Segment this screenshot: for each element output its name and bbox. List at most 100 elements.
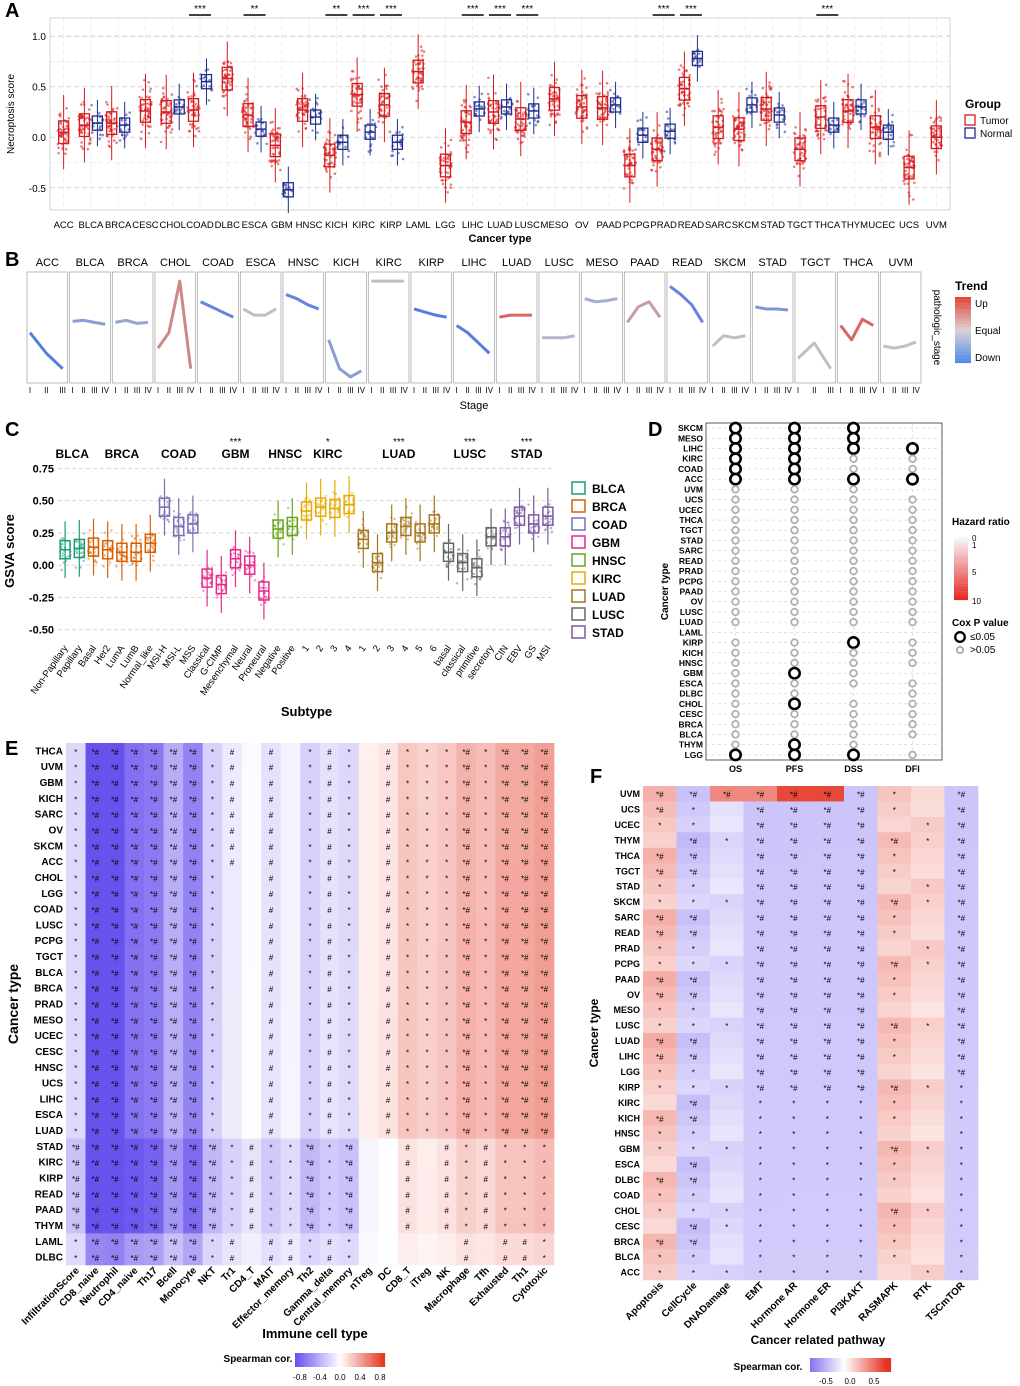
jitter-point bbox=[586, 126, 589, 129]
stage-tick-label: II bbox=[636, 386, 640, 395]
colorbar-segment bbox=[955, 345, 971, 347]
cell-annotation: *# bbox=[540, 843, 548, 852]
facet-label: COAD bbox=[202, 257, 234, 269]
stage-tick-label: II bbox=[124, 386, 128, 395]
cell-annotation: * bbox=[308, 906, 311, 915]
jitter-point bbox=[634, 148, 637, 151]
stage-tick-label: IV bbox=[486, 386, 494, 395]
cell-annotation: * bbox=[484, 1128, 487, 1137]
cell-annotation: # bbox=[386, 938, 391, 947]
cell-annotation: * bbox=[74, 1017, 77, 1026]
jitter-point bbox=[410, 512, 412, 514]
jitter-point bbox=[401, 126, 404, 129]
jitter-point bbox=[487, 76, 490, 79]
significance-label: * bbox=[326, 437, 330, 448]
legend-swatch bbox=[965, 128, 975, 138]
jitter-point bbox=[734, 142, 737, 145]
stage-tick-label: II bbox=[167, 386, 171, 395]
jitter-point bbox=[88, 108, 91, 111]
group-label: STAD bbox=[511, 447, 543, 461]
colorbar-segment bbox=[954, 543, 968, 545]
jitter-point bbox=[552, 92, 555, 95]
jitter-point bbox=[380, 563, 382, 565]
cell-annotation: * bbox=[74, 938, 77, 947]
heatmap-cell bbox=[359, 885, 379, 901]
x-tick-label: KIRC bbox=[352, 220, 375, 231]
cell-annotation: * bbox=[211, 780, 214, 789]
jitter-point bbox=[317, 503, 319, 505]
jitter-point bbox=[801, 162, 804, 165]
jitter-point bbox=[430, 529, 432, 531]
row-label: COAD bbox=[34, 905, 63, 916]
y-tick-label: KICH bbox=[682, 648, 703, 658]
colorbar-tick-label: 10 bbox=[972, 597, 981, 606]
cell-annotation: * bbox=[484, 890, 487, 899]
cell-annotation: *# bbox=[501, 1080, 509, 1089]
heatmap-cell bbox=[359, 1044, 379, 1060]
cell-annotation: # bbox=[483, 1159, 488, 1168]
cell-annotation: * bbox=[523, 1207, 526, 1216]
heatmap-cell bbox=[359, 775, 379, 791]
jitter-point bbox=[271, 140, 274, 143]
cell-annotation: # bbox=[386, 795, 391, 804]
dot-nonsignificant bbox=[732, 731, 739, 738]
heatmap-cell bbox=[359, 759, 379, 775]
cell-annotation: *# bbox=[91, 874, 99, 883]
jitter-point bbox=[872, 144, 875, 147]
cell-annotation: * bbox=[347, 1096, 350, 1105]
jitter-point bbox=[824, 96, 827, 99]
cell-annotation: # bbox=[327, 780, 332, 789]
cell-annotation: # bbox=[327, 1048, 332, 1057]
y-tick-label: SARC bbox=[679, 546, 703, 556]
jitter-point bbox=[107, 126, 110, 129]
x-tick-label: ACC bbox=[54, 220, 74, 231]
facet-frame bbox=[240, 272, 281, 383]
x-tick-label: READ bbox=[678, 220, 705, 231]
cell-annotation: * bbox=[504, 1207, 507, 1216]
jitter-point bbox=[688, 74, 691, 77]
facet-frame bbox=[283, 272, 324, 383]
cell-annotation: * bbox=[347, 1064, 350, 1073]
dot-significant bbox=[848, 423, 858, 433]
dot-nonsignificant bbox=[791, 690, 798, 697]
cell-annotation: * bbox=[211, 890, 214, 899]
jitter-point bbox=[105, 101, 108, 104]
jitter-point bbox=[893, 141, 896, 144]
y-tick-label: 0.25 bbox=[33, 528, 54, 540]
dot-significant bbox=[789, 454, 799, 464]
cell-annotation: *# bbox=[462, 811, 470, 820]
jitter-point bbox=[749, 106, 752, 109]
cell-annotation: * bbox=[211, 795, 214, 804]
cell-annotation: * bbox=[347, 859, 350, 868]
jitter-point bbox=[180, 523, 182, 525]
jitter-point bbox=[360, 532, 362, 534]
cell-annotation: *# bbox=[111, 985, 119, 994]
cell-annotation: *# bbox=[150, 969, 158, 978]
cell-annotation: * bbox=[308, 969, 311, 978]
jitter-point bbox=[398, 131, 401, 134]
cell-annotation: * bbox=[426, 874, 429, 883]
cell-annotation: *# bbox=[462, 1001, 470, 1010]
cell-annotation: * bbox=[445, 1080, 448, 1089]
cell-annotation: *# bbox=[111, 1033, 119, 1042]
jitter-point bbox=[131, 535, 133, 537]
heatmap-cell bbox=[242, 964, 262, 980]
jitter-point bbox=[316, 97, 319, 100]
dot-nonsignificant bbox=[850, 568, 857, 575]
cell-annotation: *# bbox=[540, 780, 548, 789]
y-tick-label: 0.50 bbox=[33, 496, 54, 508]
cell-annotation: * bbox=[426, 1096, 429, 1105]
jitter-point bbox=[202, 590, 204, 592]
y-tick-label: KIRP bbox=[683, 638, 704, 648]
cell-annotation: *# bbox=[462, 890, 470, 899]
cell-annotation: *# bbox=[131, 1222, 139, 1231]
dot-nonsignificant bbox=[791, 568, 798, 575]
cell-annotation: *# bbox=[131, 1175, 139, 1184]
cell-annotation: *# bbox=[150, 859, 158, 868]
cell-annotation: * bbox=[211, 1017, 214, 1026]
cell-annotation: *# bbox=[111, 1143, 119, 1152]
cell-annotation: *# bbox=[462, 1048, 470, 1057]
subtype-tick-label: 1 bbox=[357, 643, 369, 654]
jitter-point bbox=[244, 550, 246, 552]
row-label: CHOL bbox=[35, 873, 63, 884]
